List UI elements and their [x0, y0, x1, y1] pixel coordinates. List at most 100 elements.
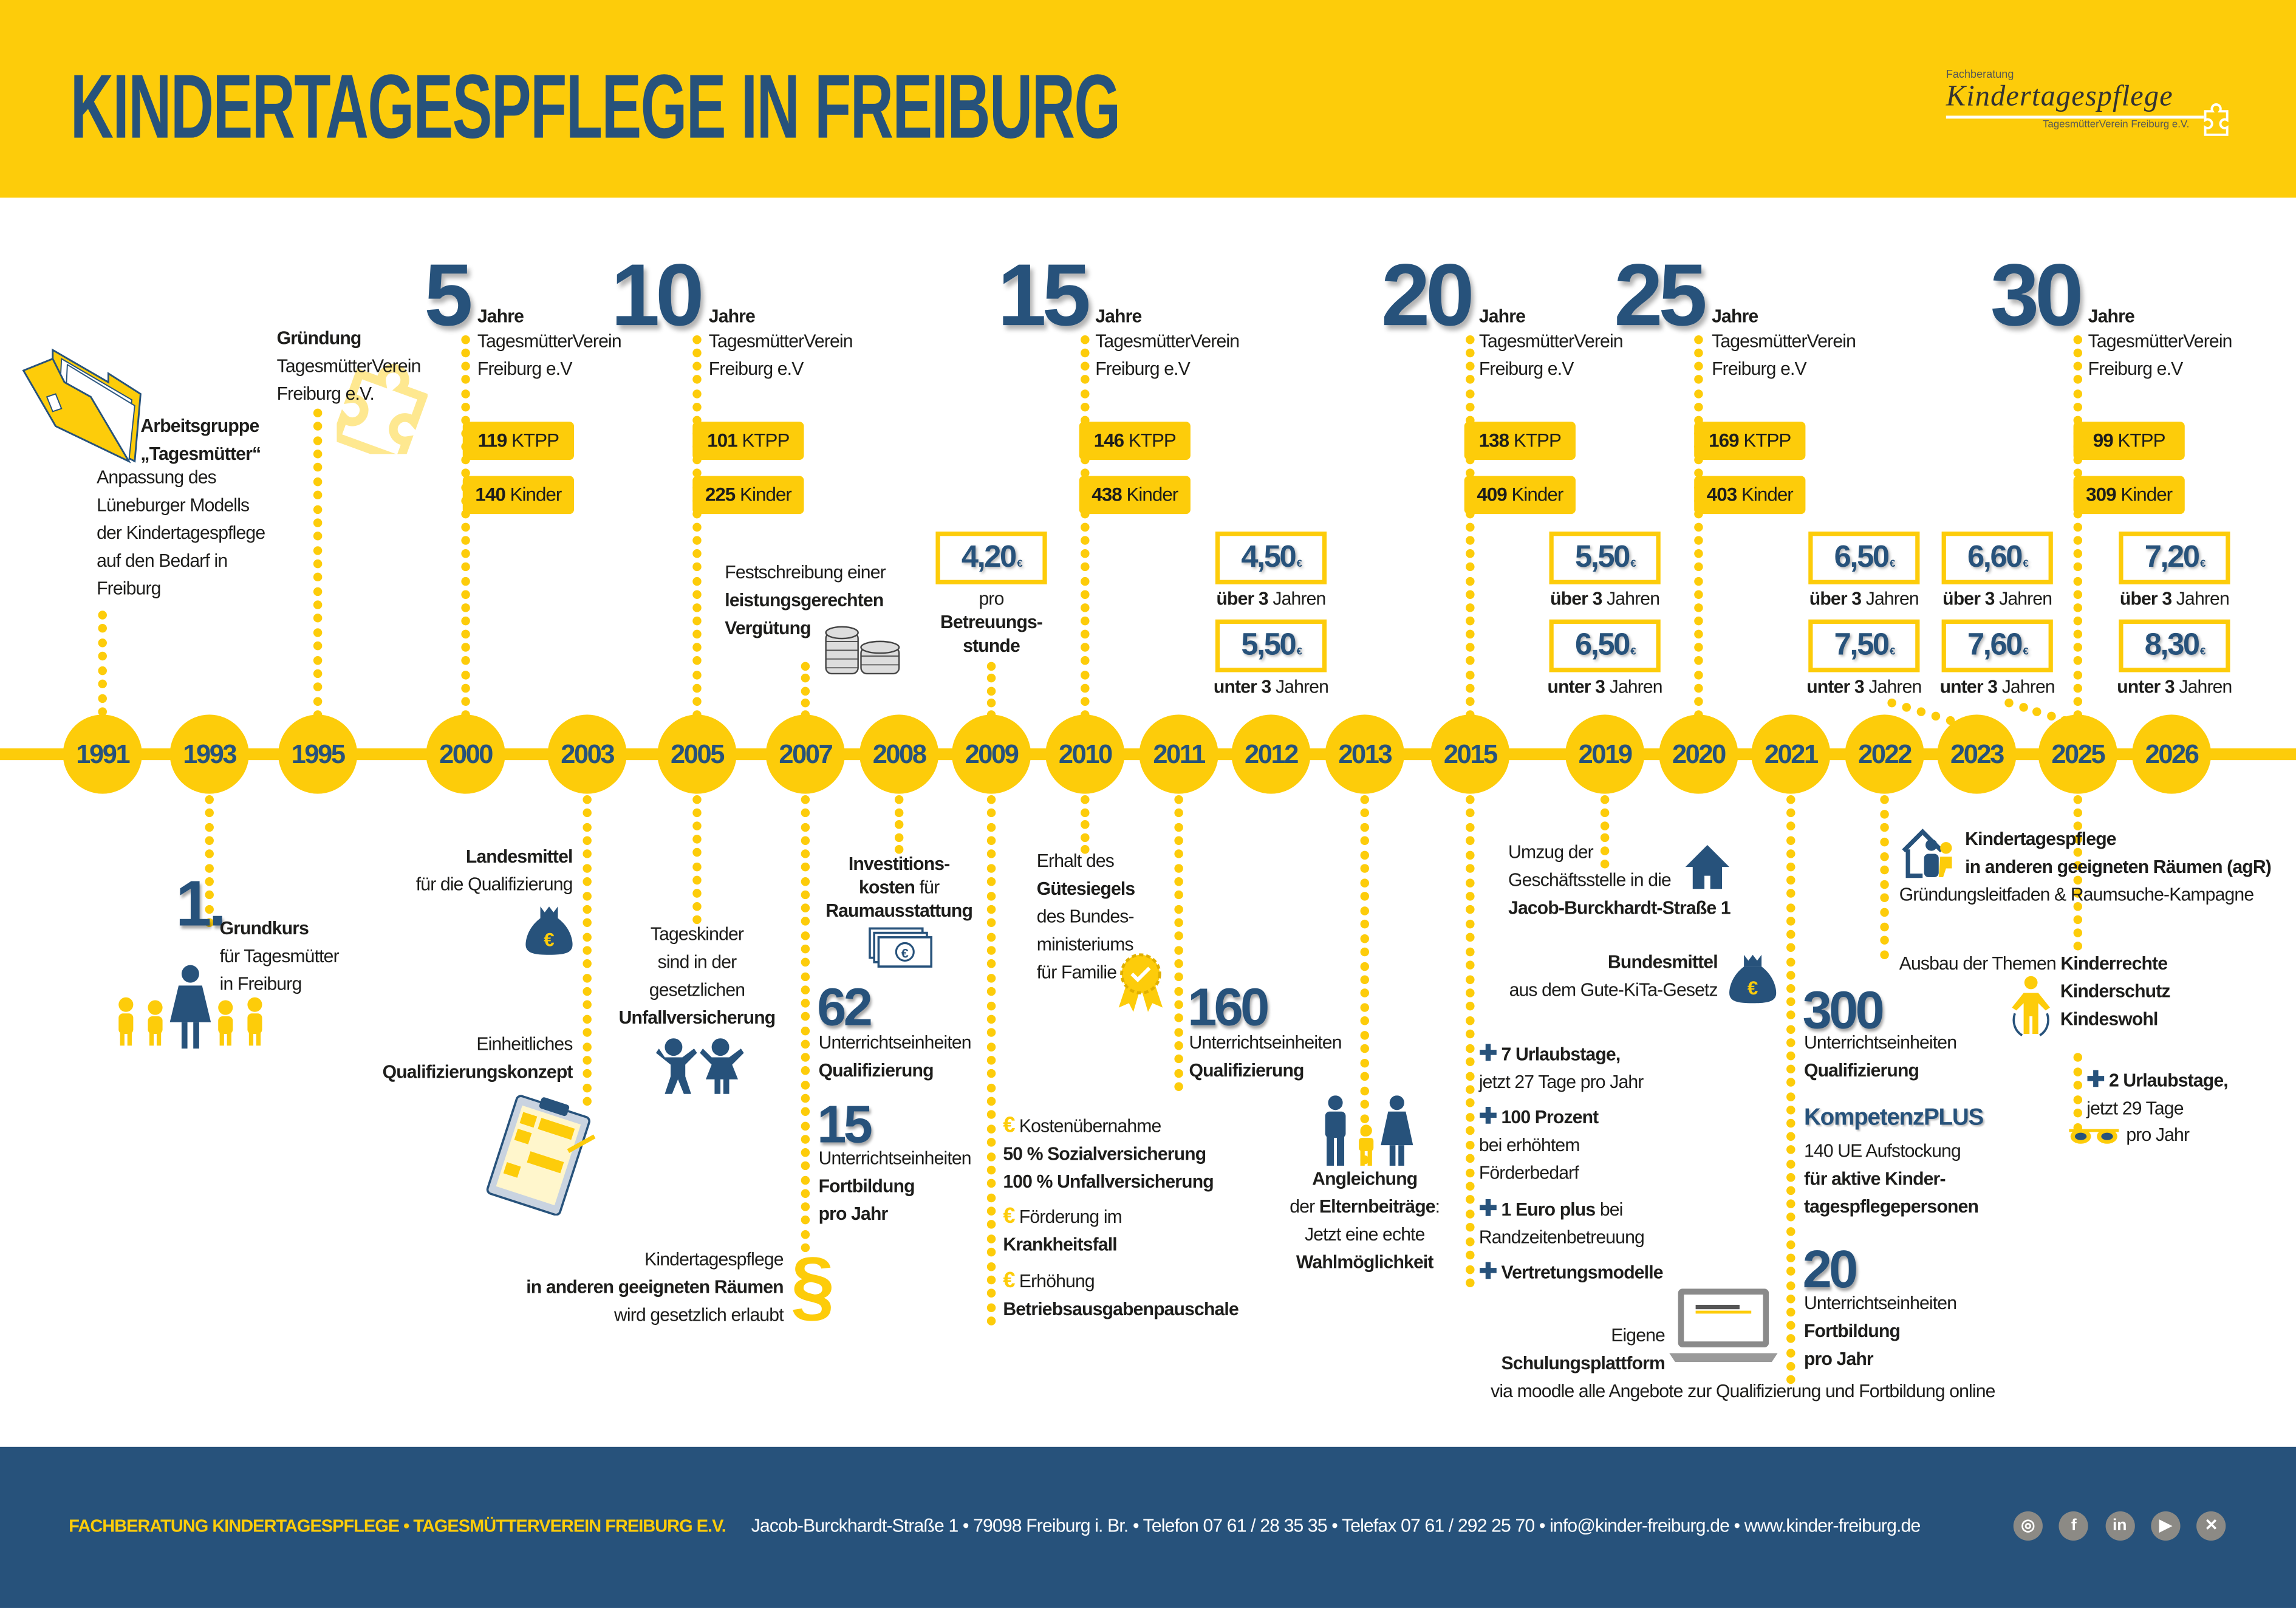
timeline-connector-dot — [2073, 888, 2083, 897]
timeline-connector-dot — [894, 795, 904, 804]
timeline-connector-dot — [1786, 1118, 1795, 1128]
footer-contact[interactable]: Jacob-Burckhardt-Straße 1 • 79098 Freibu… — [751, 1516, 1921, 1536]
text-line: Gründung — [277, 325, 421, 353]
year-marker-2026[interactable]: 2026 — [2131, 714, 2212, 794]
event-2010-text: Erhalt des Gütesiegels des Bundes-minister… — [1037, 848, 1135, 987]
timeline-connector-dot — [1466, 1085, 1475, 1094]
year-marker-2013[interactable]: 2013 — [1325, 714, 1404, 794]
year-marker-2025[interactable]: 2025 — [2038, 714, 2117, 794]
timeline-connector-dot — [692, 875, 702, 884]
text-segment: Raumausstattung — [825, 900, 973, 922]
timeline-connector-dot — [1786, 1307, 1795, 1317]
year-marker-2007[interactable]: 2007 — [765, 714, 845, 794]
anniversary-number: 20 — [1381, 245, 1475, 344]
currency-symbol: € — [1630, 647, 1636, 658]
timeline-connector-dot — [1466, 1209, 1475, 1219]
year-marker-2011[interactable]: 2011 — [1139, 714, 1218, 794]
anniversary-unit: Jahre — [1095, 306, 1142, 327]
plus-icon: ✚ — [1478, 1259, 1497, 1285]
timeline-connector-dot — [1174, 932, 1183, 941]
event-2021-qualification: Unterrichtseinheiten Qualifizierung — [1804, 1030, 1957, 1086]
timeline-connector-dot — [1081, 402, 1090, 411]
year-marker-2023[interactable]: 2023 — [1937, 714, 2017, 794]
text-segment: Kindertagespflege — [1965, 829, 2116, 850]
timeline-connector-dot — [801, 1012, 810, 1022]
timeline-connector-dot — [1786, 943, 1795, 953]
year-marker-2008[interactable]: 2008 — [859, 714, 939, 794]
timeline-connector-dot — [986, 905, 996, 914]
year-marker-2022[interactable]: 2022 — [1845, 714, 1924, 794]
timeline-connector-dot — [461, 469, 470, 478]
event-2013-text: Angleichung der Elternbeiträge: Jetzt eine… — [1233, 1166, 1497, 1277]
text-line: pro Jahr — [819, 1201, 971, 1229]
timeline-connector-dot — [1360, 1003, 1370, 1012]
text-line: über 3 Jahren — [1502, 586, 1707, 614]
facebook-icon[interactable]: f — [2059, 1511, 2089, 1541]
timeline-connector-dot — [1466, 697, 1475, 706]
year-marker-2000[interactable]: 2000 — [426, 714, 505, 794]
timeline-connector-dot — [986, 850, 996, 859]
timeline-connector-dot — [801, 1080, 810, 1089]
timeline-connector-dot — [1174, 945, 1183, 954]
timeline-connector-dot — [583, 905, 592, 914]
year-marker-2003[interactable]: 2003 — [547, 714, 627, 794]
timeline-connector-dot — [1466, 522, 1475, 532]
year-marker-2010[interactable]: 2010 — [1045, 714, 1125, 794]
linkedin-icon[interactable]: in — [2105, 1511, 2134, 1541]
timeline-connector-dot — [1174, 877, 1183, 886]
year-marker-1991[interactable]: 1991 — [63, 714, 142, 794]
xing-icon[interactable]: ✕ — [2196, 1511, 2226, 1541]
timeline-connector-dot — [205, 809, 214, 818]
text-line: wird gesetzlich erlaubt — [491, 1302, 784, 1330]
timeline-connector-dot — [986, 1152, 996, 1161]
text-segment: Erhöhung — [1019, 1271, 1095, 1292]
timeline-connector-dot — [2073, 402, 2083, 411]
text-segment: Arbeitsgruppe — [140, 416, 259, 437]
year-marker-2009[interactable]: 2009 — [951, 714, 1031, 794]
timeline-connector-dot — [1880, 950, 1889, 960]
timeline-connector-dot — [205, 795, 214, 804]
text-line: aus dem Gute-KiTa-Gesetz — [1464, 977, 1718, 1005]
timeline-connector-dot — [1081, 697, 1090, 706]
timeline-connector-dot — [692, 349, 702, 358]
year-marker-1993[interactable]: 1993 — [169, 714, 249, 794]
year-marker-1995[interactable]: 1995 — [278, 714, 358, 794]
year-marker-2020[interactable]: 2020 — [1659, 714, 1738, 794]
timeline-connector-dot — [2073, 629, 2083, 639]
timeline-connector-dot — [2004, 698, 2014, 708]
year-marker-2019[interactable]: 2019 — [1565, 714, 1645, 794]
text-segment: Elternbeiträge — [1319, 1196, 1436, 1217]
text-segment: Jahren — [1268, 589, 1326, 609]
year-marker-2015[interactable]: 2015 — [1430, 714, 1510, 794]
year-marker-2005[interactable]: 2005 — [657, 714, 737, 794]
timeline-connector-dot — [1466, 1044, 1475, 1053]
text-line: unter 3 Jahren — [2072, 674, 2277, 702]
timeline-connector-dot — [801, 1148, 810, 1157]
timeline-connector-dot — [986, 1014, 996, 1024]
money-bag-icon: € — [525, 906, 573, 955]
timeline-connector-dot — [313, 628, 323, 637]
year-marker-2021[interactable]: 2021 — [1751, 714, 1831, 794]
timeline-connector-dot — [2032, 707, 2041, 716]
instagram-icon[interactable]: ◎ — [2013, 1511, 2043, 1541]
hours-qualification-2021: 300 — [1802, 979, 1885, 1040]
timeline-connector-dot — [2073, 1053, 2083, 1062]
timeline-connector-dot — [205, 863, 214, 872]
timeline-connector-dot — [986, 1165, 996, 1175]
timeline-connector-dot — [692, 697, 702, 706]
timeline-connector-dot — [98, 611, 107, 620]
timeline-connector-dot — [1466, 919, 1475, 929]
youtube-icon[interactable]: ▶ — [2151, 1511, 2181, 1541]
anniversary-line: TagesmütterVerein — [1712, 330, 1856, 352]
timeline-connector-dot — [1466, 1071, 1475, 1081]
currency-symbol: € — [2200, 559, 2205, 570]
ktpp-count: 169 — [1709, 429, 1739, 451]
timeline-connector-dot — [2073, 928, 2083, 937]
timeline-connector-dot — [1466, 1126, 1475, 1135]
timeline-connector-dot — [2073, 375, 2083, 385]
year-marker-2012[interactable]: 2012 — [1231, 714, 1311, 794]
text-line: der Kindertagespflege — [97, 520, 265, 548]
hourly-rate-value: 5,50 — [1241, 628, 1296, 662]
timeline-connector-dot — [801, 1107, 810, 1117]
text-line: Unterrichtseinheiten — [819, 1145, 972, 1173]
